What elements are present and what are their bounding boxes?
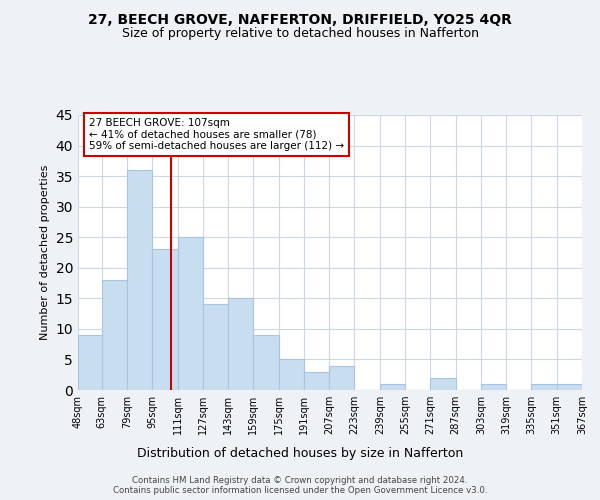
Text: Distribution of detached houses by size in Nafferton: Distribution of detached houses by size …	[137, 448, 463, 460]
Text: Size of property relative to detached houses in Nafferton: Size of property relative to detached ho…	[121, 28, 479, 40]
Text: Contains HM Land Registry data © Crown copyright and database right 2024.
Contai: Contains HM Land Registry data © Crown c…	[113, 476, 487, 495]
Bar	[78, 335, 101, 390]
Text: 27, BEECH GROVE, NAFFERTON, DRIFFIELD, YO25 4QR: 27, BEECH GROVE, NAFFERTON, DRIFFIELD, Y…	[88, 12, 512, 26]
Bar	[228, 298, 253, 390]
Bar	[253, 335, 278, 390]
Bar	[380, 384, 405, 390]
Y-axis label: Number of detached properties: Number of detached properties	[40, 165, 50, 340]
Bar	[152, 250, 178, 390]
Bar	[430, 378, 455, 390]
Bar	[304, 372, 329, 390]
Text: 27 BEECH GROVE: 107sqm
← 41% of detached houses are smaller (78)
59% of semi-det: 27 BEECH GROVE: 107sqm ← 41% of detached…	[89, 118, 344, 152]
Bar	[278, 360, 304, 390]
Bar	[532, 384, 557, 390]
Bar	[178, 237, 203, 390]
Bar	[101, 280, 127, 390]
Bar	[127, 170, 152, 390]
Bar	[203, 304, 228, 390]
Bar	[481, 384, 506, 390]
Bar	[557, 384, 582, 390]
Bar	[329, 366, 355, 390]
